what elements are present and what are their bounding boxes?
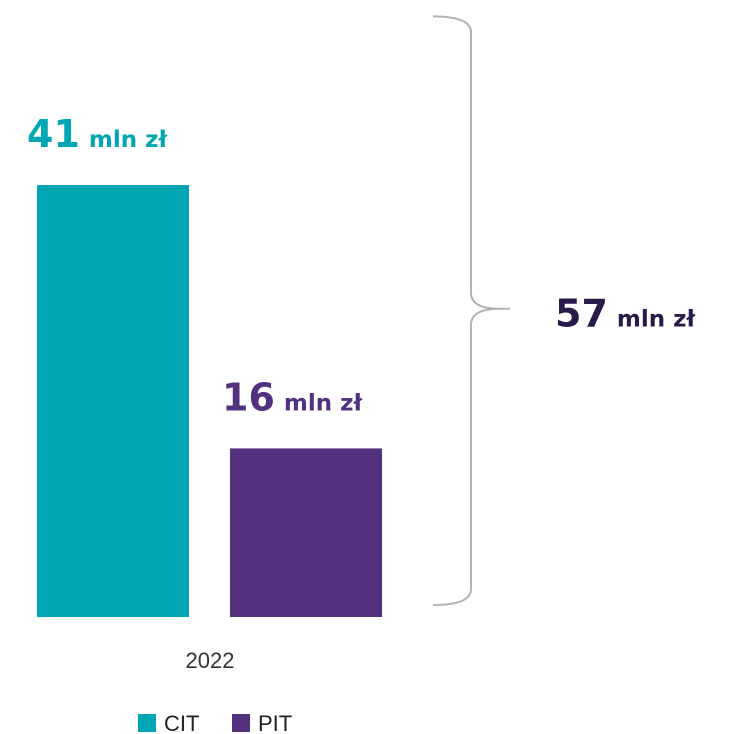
legend-label-pit: PIT — [258, 711, 292, 734]
data-label-cit: 41 mln zł — [27, 112, 168, 156]
data-labels-group: 41 mln zł 16 mln zł — [27, 112, 363, 419]
total-number: 57 — [555, 292, 608, 336]
data-label-unit: mln zł — [89, 127, 168, 153]
x-tick-label: 2022 — [186, 648, 235, 673]
bar-pit — [230, 448, 382, 617]
total-unit: mln zł — [617, 307, 696, 333]
legend: CIT PIT — [138, 711, 292, 734]
legend-swatch-cit — [138, 714, 156, 732]
data-label-unit: mln zł — [284, 390, 363, 416]
data-label-number: 41 — [27, 112, 80, 156]
bars-group — [37, 185, 382, 617]
legend-label-cit: CIT — [164, 711, 199, 734]
total-label: 57 mln zł — [555, 292, 696, 336]
total-brace — [432, 15, 510, 606]
data-label-pit: 16 mln zł — [222, 375, 363, 419]
data-label-number: 16 — [222, 375, 275, 419]
bar-cit — [37, 185, 189, 617]
legend-swatch-pit — [232, 714, 250, 732]
